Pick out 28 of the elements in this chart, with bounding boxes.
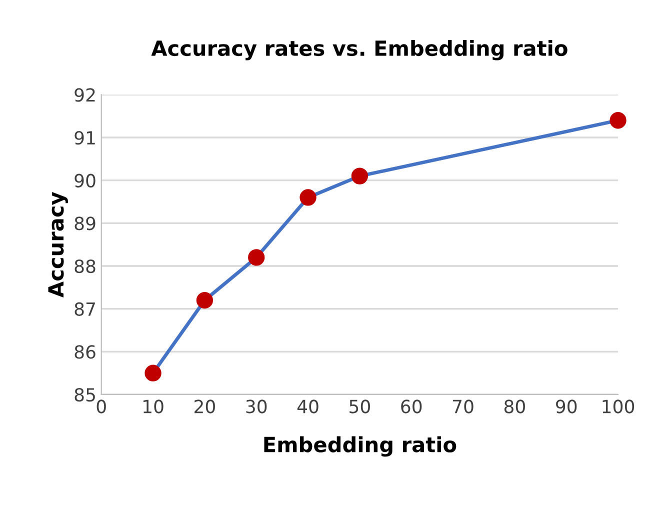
point xyxy=(144,364,162,382)
y-tick-label: 87 xyxy=(74,302,95,316)
x-tick-label: 30 xyxy=(246,400,267,414)
x-tick-label: 90 xyxy=(556,400,577,414)
y-tick-label: 90 xyxy=(74,174,96,188)
y-tick-label: 92 xyxy=(74,88,95,102)
x-tick-label: 60 xyxy=(401,400,422,414)
x-tick-label: 50 xyxy=(350,400,370,414)
x-tick-label: 0 xyxy=(96,400,106,414)
y-tick-label: 91 xyxy=(74,130,95,145)
point xyxy=(300,189,316,206)
chart-title: Accuracy rates vs. Embedding ratio xyxy=(151,40,568,60)
x-tick-label: 10 xyxy=(144,400,164,414)
point xyxy=(351,168,368,184)
x-tick-label: 40 xyxy=(297,400,318,414)
point xyxy=(610,112,626,129)
x-tick-label: 80 xyxy=(504,400,525,414)
y-tick-label: 89 xyxy=(74,216,96,230)
x-tick-label: 20 xyxy=(194,400,215,414)
y-tick-label: 88 xyxy=(74,259,96,274)
point xyxy=(248,249,265,266)
y-tick-label: 85 xyxy=(74,388,95,402)
point xyxy=(196,292,214,309)
x-axis-title: Embedding ratio xyxy=(264,436,456,457)
y-axis-title: Accuracy xyxy=(48,192,68,298)
x-tick-label: 100 xyxy=(602,400,634,414)
y-tick-label: 86 xyxy=(74,345,96,359)
x-tick-label: 70 xyxy=(453,400,474,414)
